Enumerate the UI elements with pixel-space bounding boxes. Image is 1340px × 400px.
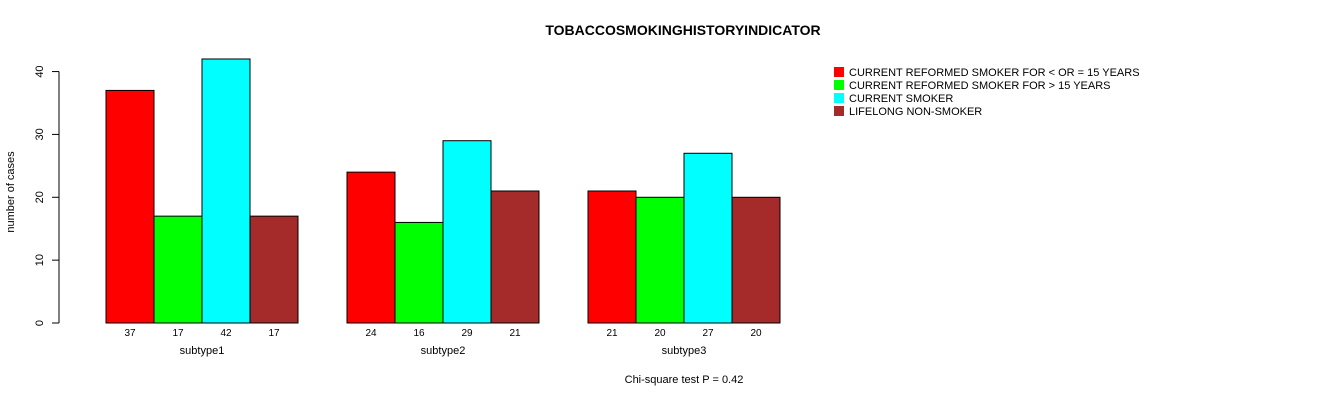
y-tick-label: 0 — [34, 320, 46, 326]
legend-entry-label: CURRENT REFORMED SMOKER FOR > 15 YEARS — [849, 80, 1111, 92]
legend-entry-label: CURRENT REFORMED SMOKER FOR < OR = 15 YE… — [849, 67, 1140, 79]
legend-entry-label: LIFELONG NON-SMOKER — [849, 106, 982, 118]
bar — [731, 196, 781, 324]
bar — [587, 190, 637, 324]
bar-value-label: 21 — [606, 328, 618, 339]
bar-value-label: 20 — [654, 328, 666, 339]
legend-swatch — [834, 80, 844, 90]
bar-value-label: 27 — [702, 328, 714, 339]
chi-square-footnote: Chi-square test P = 0.42 — [625, 374, 744, 386]
bar — [490, 190, 540, 324]
bar — [635, 196, 685, 324]
y-tick-label: 40 — [34, 65, 46, 77]
y-tick-label: 20 — [34, 191, 46, 203]
bar — [442, 140, 492, 324]
bar-value-label: 16 — [413, 328, 425, 339]
legend: CURRENT REFORMED SMOKER FOR < OR = 15 YE… — [834, 67, 1140, 118]
bar-value-label: 29 — [461, 328, 473, 339]
bar — [346, 171, 396, 324]
bar-value-label: 21 — [509, 328, 521, 339]
bar — [394, 221, 444, 324]
category-label: subtype2 — [421, 345, 466, 357]
bar — [153, 215, 203, 324]
bar — [249, 215, 299, 324]
y-axis: 0 10 20 30 40 — [34, 65, 60, 326]
y-tick-label: 30 — [34, 128, 46, 140]
bar-value-label: 37 — [124, 328, 136, 339]
bar-value-label: 20 — [750, 328, 762, 339]
bar — [683, 152, 733, 324]
legend-swatch — [834, 67, 844, 77]
chart-title: TOBACCOSMOKINGHISTORYINDICATOR — [545, 22, 820, 38]
legend-entry-label: CURRENT SMOKER — [849, 93, 953, 105]
bar-value-label: 17 — [268, 328, 280, 339]
bar-value-label: 24 — [365, 328, 377, 339]
category-labels: subtype1 subtype2 subtype3 — [180, 345, 707, 357]
bar — [201, 58, 251, 324]
bar — [105, 89, 155, 324]
y-tick-label: 10 — [34, 254, 46, 266]
y-axis-label: number of cases — [5, 151, 17, 233]
bar-value-label: 17 — [172, 328, 184, 339]
legend-swatch — [834, 106, 844, 116]
category-label: subtype1 — [180, 345, 225, 357]
category-label: subtype3 — [662, 345, 707, 357]
bar-value-label: 42 — [220, 328, 232, 339]
bar-value-labels: 37 17 42 17 24 16 29 21 21 20 27 20 — [124, 328, 762, 339]
bars — [105, 58, 781, 324]
legend-swatch — [834, 93, 844, 103]
